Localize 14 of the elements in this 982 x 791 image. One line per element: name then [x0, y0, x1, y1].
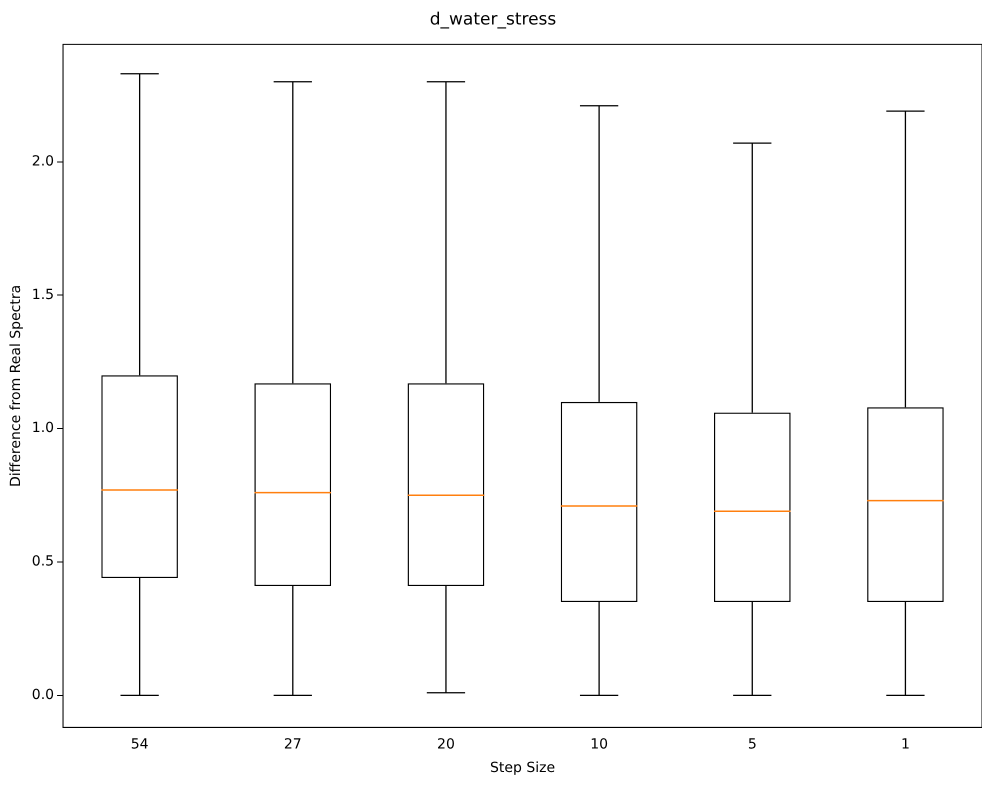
y-tick-label: 2.0	[32, 153, 54, 170]
y-axis-title: Difference from Real Spectra	[8, 284, 24, 487]
x-tick-label: 27	[284, 736, 302, 752]
y-tick-label: 0.5	[32, 554, 54, 570]
x-tick-label: 1	[900, 736, 910, 752]
x-tick-label: 54	[130, 736, 149, 752]
y-tick-label: 0.0	[32, 687, 54, 704]
y-tick-label: 1.0	[32, 420, 54, 436]
y-tick-label: 1.5	[32, 286, 54, 303]
x-axis-title: Step Size	[490, 760, 556, 776]
x-tick-label: 5	[748, 736, 757, 752]
chart-title: d_water_stress	[430, 10, 556, 30]
x-tick-label: 20	[437, 736, 455, 752]
x-tick-label: 10	[590, 736, 608, 752]
